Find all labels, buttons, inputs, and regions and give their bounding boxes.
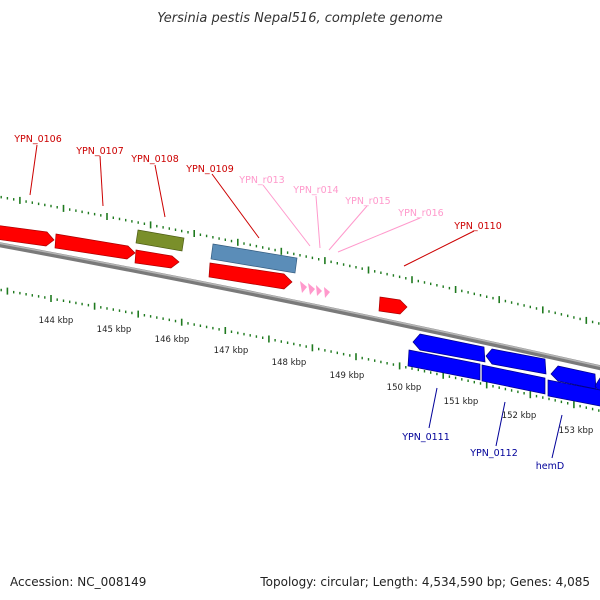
- scale-label: 150 kbp: [387, 383, 422, 393]
- gene-ypn-0111: [407, 349, 481, 381]
- gene-rev-3: [550, 365, 597, 390]
- gene-red-lower: [208, 262, 293, 290]
- gene-label: YPN_r013: [238, 175, 284, 186]
- gene-label: YPN_0108: [130, 154, 179, 165]
- map-title: Yersinia pestis Nepal516, complete genom…: [157, 11, 442, 26]
- gene-rev-2: [485, 348, 547, 375]
- gene-ypn-0112: [481, 364, 546, 395]
- scale-label: 146 kbp: [155, 335, 190, 345]
- gene-hemd: [547, 379, 600, 407]
- gene-trna-small: [134, 249, 180, 269]
- genome-backbone: [0, 242, 600, 371]
- gene-rev-1: [412, 333, 486, 363]
- gene-label: YPN_0106: [13, 134, 62, 145]
- gene-ypn-0107: [54, 233, 136, 260]
- ncrna-r015: [316, 285, 322, 296]
- gene-label: YPN_0112: [469, 448, 518, 459]
- scale-label: 152 kbp: [502, 411, 537, 421]
- gene-ypn-0110: [378, 296, 408, 315]
- gene-ypn-0106: [0, 225, 55, 247]
- genome-backbone-highlight: [0, 242, 600, 368]
- ncrna-r013: [300, 281, 307, 293]
- ncrna-r014: [308, 283, 315, 295]
- gene-label: YPN_r016: [397, 208, 443, 219]
- gene-label: YPN_0110: [453, 221, 502, 232]
- gene-label: hemD: [536, 461, 564, 472]
- gene-label: YPN_0111: [401, 432, 450, 443]
- gene-ypn-0108: [135, 229, 185, 252]
- ncrna-r016: [324, 287, 330, 298]
- gene-label: YPN_0109: [185, 164, 234, 175]
- scale-label: 145 kbp: [97, 325, 132, 335]
- gene-label: YPN_0107: [75, 146, 124, 157]
- outer-tick-ring: [0, 195, 600, 325]
- gene-rev-4: [594, 377, 600, 394]
- scale-label: 144 kbp: [39, 316, 74, 326]
- inner-tick-ring: [0, 287, 600, 412]
- scale-label: 151 kbp: [444, 397, 479, 407]
- leader-lines: [29, 144, 563, 459]
- gene-label: YPN_r015: [344, 196, 390, 207]
- scale-label: 153 kbp: [559, 426, 594, 436]
- topology-text: Topology: circular; Length: 4,534,590 bp…: [259, 575, 590, 589]
- scale-label: 148 kbp: [272, 358, 307, 368]
- scale-label: 147 kbp: [214, 346, 249, 356]
- gene-label: YPN_r014: [292, 185, 338, 196]
- scale-label: 149 kbp: [330, 371, 365, 381]
- accession-text: Accession: NC_008149: [10, 575, 146, 589]
- gene-ypn-0109: [210, 243, 298, 274]
